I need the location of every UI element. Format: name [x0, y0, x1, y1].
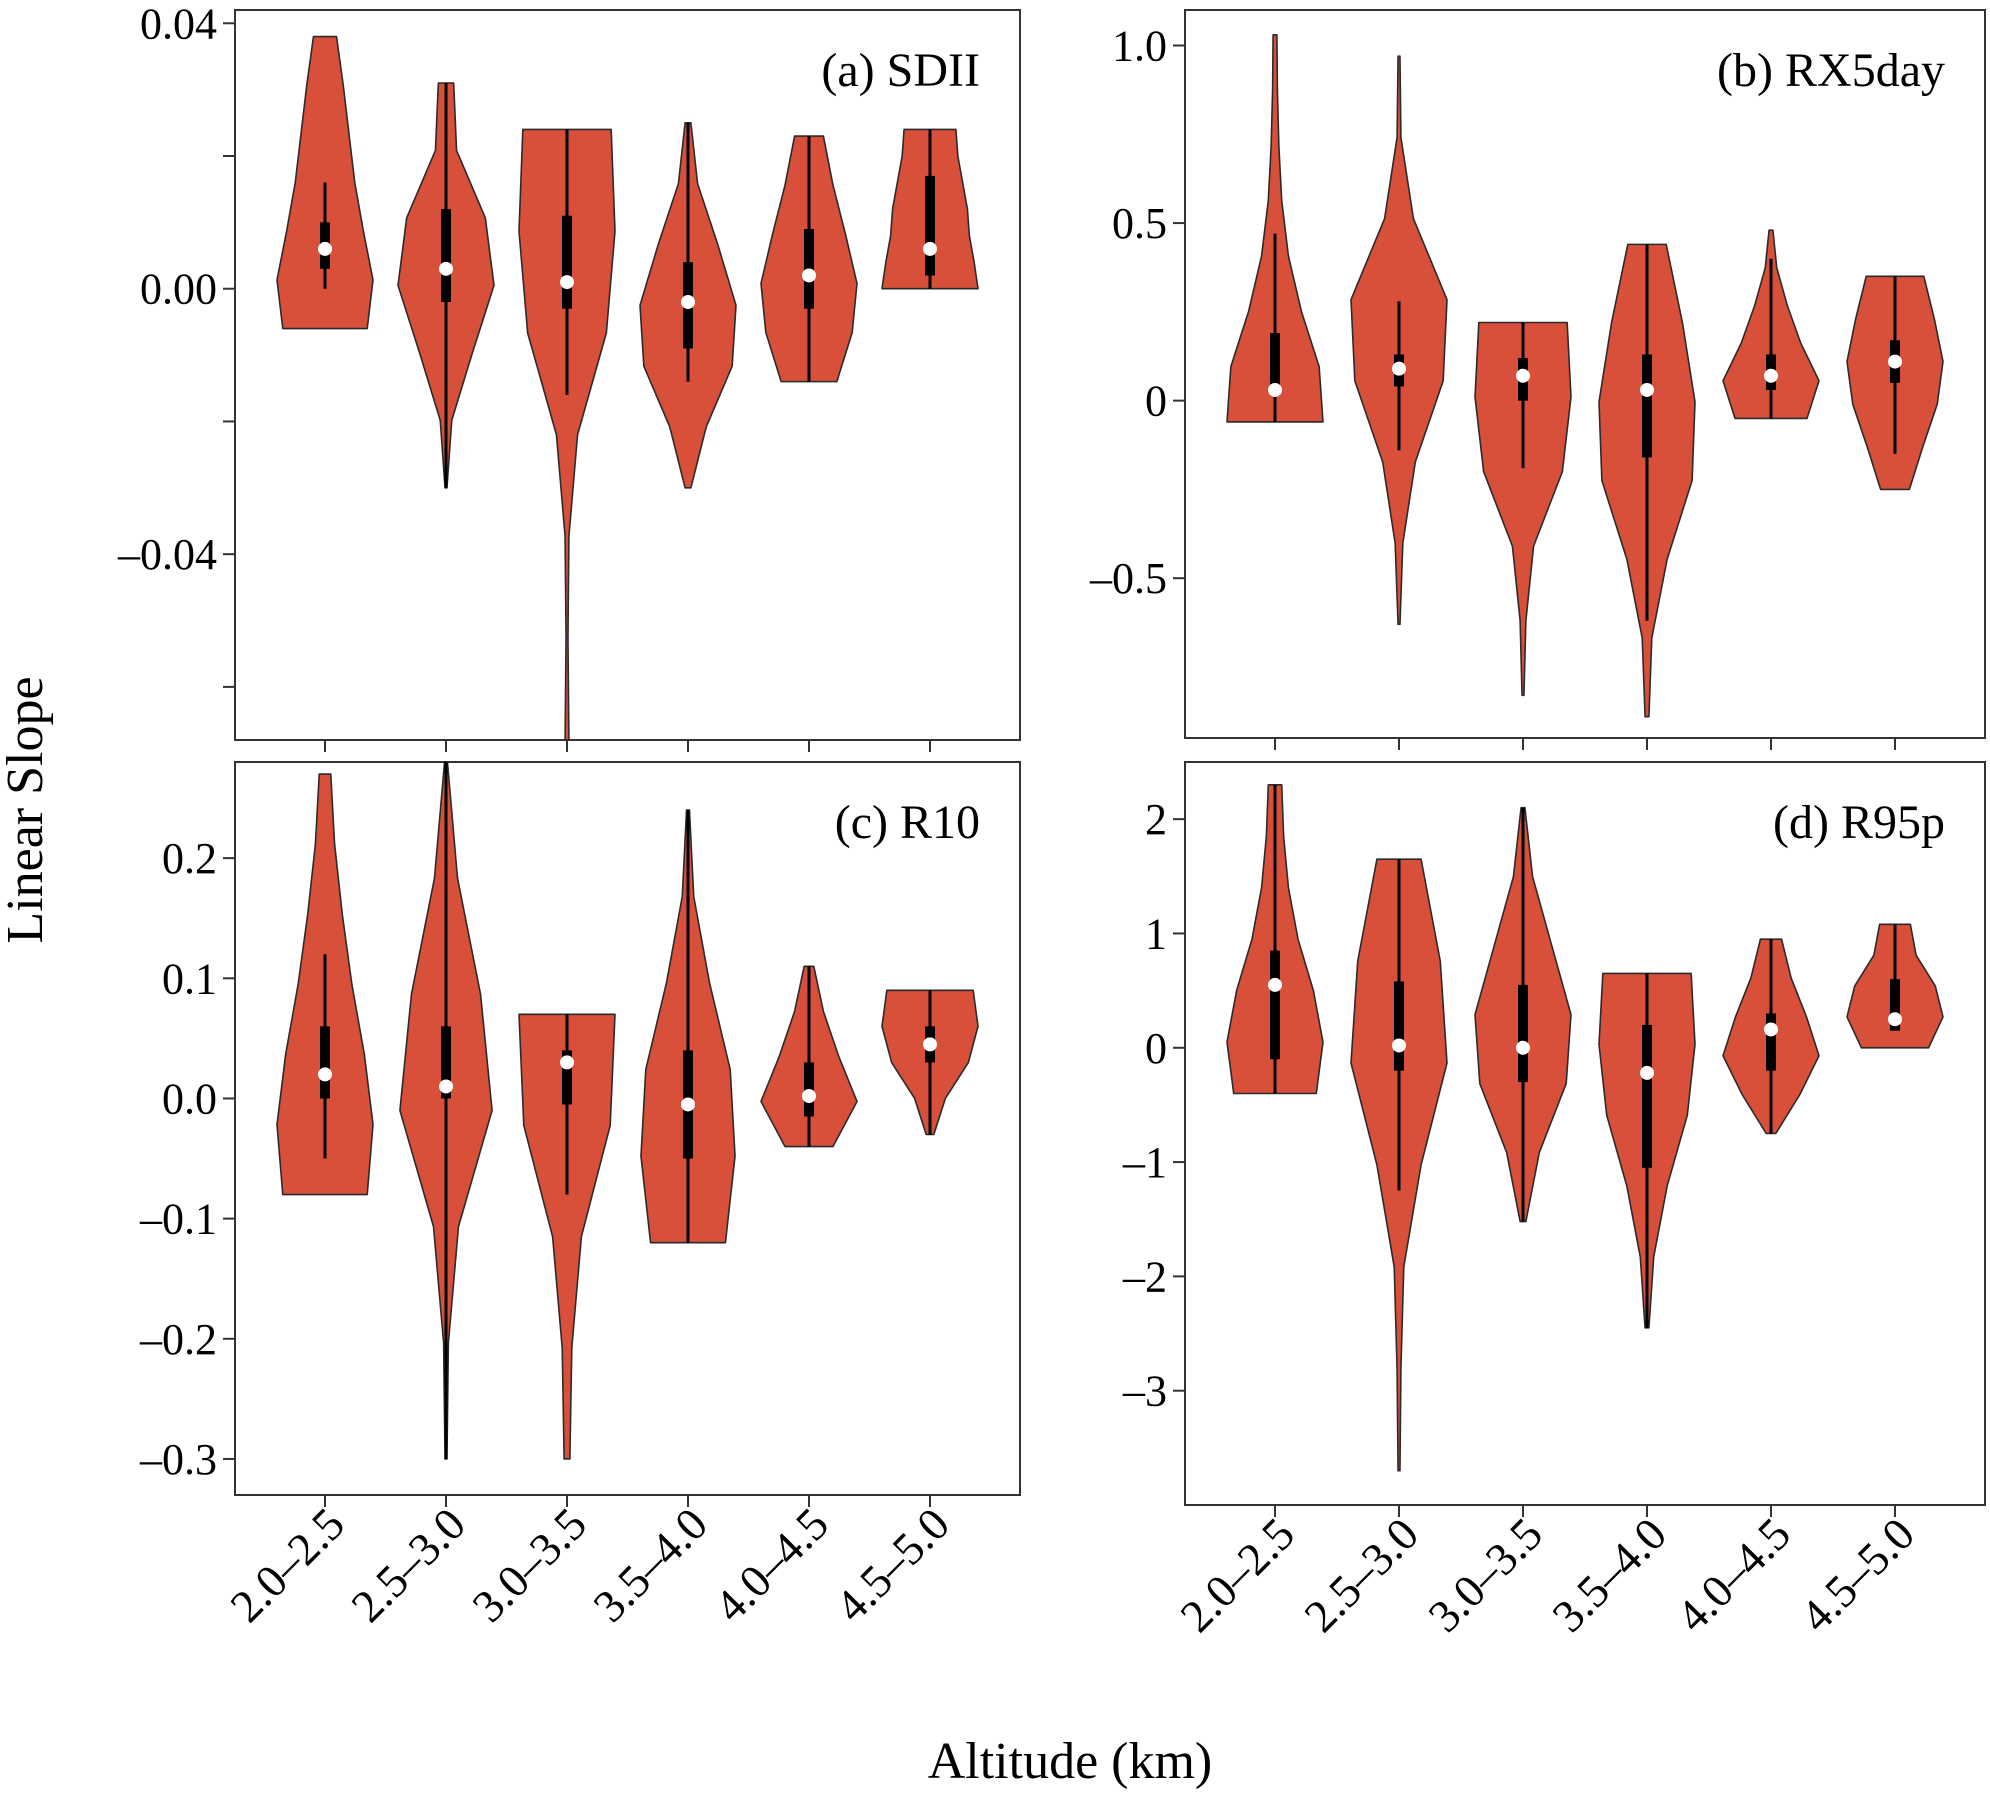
y-tick-label: –2: [1122, 1252, 1167, 1301]
violin-iqr-box: [1766, 1013, 1776, 1071]
x-tick-label: 2.5–3.0: [1294, 1508, 1428, 1642]
panel-title: (d) R95p: [1773, 796, 1945, 849]
y-tick-label: –1: [1122, 1138, 1167, 1187]
violin-median: [318, 241, 332, 256]
plot-frame: [234, 9, 1021, 741]
violin-median: [1640, 382, 1654, 397]
plot-frame: [1184, 761, 1986, 1506]
x-tick-label: 4.5–5.0: [825, 1498, 959, 1632]
y-tick-label: –0.04: [117, 530, 217, 579]
y-tick-label: –0.1: [139, 1195, 217, 1244]
violin-iqr-box: [1270, 333, 1280, 394]
violin-iqr-box: [1642, 1024, 1652, 1168]
violin-median: [439, 261, 453, 276]
violin-median: [1888, 354, 1902, 369]
violin-median: [1516, 368, 1530, 383]
x-tick-label: 3.0–3.5: [1418, 1508, 1552, 1642]
y-tick-label: 2: [1145, 795, 1167, 844]
violin-median: [439, 1079, 453, 1094]
violin-median: [1268, 382, 1282, 397]
y-tick-label: 0.00: [140, 265, 217, 314]
violin-median: [802, 268, 816, 283]
violin-median: [923, 241, 937, 256]
x-tick-label: 3.5–4.0: [1542, 1508, 1676, 1642]
panel-4: –3 –2 –1 0 1 2 2.0–2.52.5–3.03.0–3.53.5–4.04.0…: [1122, 761, 1986, 1642]
violin-body: [1226, 34, 1324, 423]
violin-iqr-box: [1394, 981, 1404, 1071]
y-tick-label: –0.2: [139, 1315, 217, 1364]
violin-body: [1474, 321, 1572, 697]
violin-iqr-box: [320, 1026, 330, 1099]
y-tick-label: 0.1: [162, 954, 217, 1003]
violin-iqr-box: [441, 1026, 451, 1099]
x-tick-label: 2.5–3.0: [341, 1498, 475, 1632]
y-tick-label: 0: [1145, 1024, 1167, 1073]
panel-title: (c) R10: [835, 796, 980, 849]
violin-median: [318, 1067, 332, 1082]
panel-1: –0.04 0.00 0.04 (a) SDII: [117, 0, 1021, 752]
violin-median: [923, 1037, 937, 1052]
violin-median: [560, 275, 574, 290]
y-tick-label: –3: [1122, 1367, 1167, 1416]
y-tick-label: 1: [1145, 909, 1167, 958]
y-tick-label: 0.2: [162, 834, 217, 883]
violin-median: [1516, 1040, 1530, 1055]
violin-iqr-box: [925, 175, 935, 276]
violin-median: [1392, 1038, 1406, 1053]
violin-median: [681, 1097, 695, 1112]
violin-median: [1888, 1012, 1902, 1027]
violin-median: [1764, 368, 1778, 383]
y-tick-label: –0.5: [1089, 554, 1167, 603]
x-tick-label: 4.0–4.5: [704, 1498, 838, 1632]
y-tick-label: 0: [1145, 377, 1167, 426]
x-tick-label: 4.0–4.5: [1666, 1508, 1800, 1642]
x-axis-title: Altitude (km): [928, 1733, 1213, 1790]
violin-iqr-box: [1642, 354, 1652, 458]
violin-iqr-box: [1890, 979, 1900, 1031]
panel-title: (b) RX5day: [1717, 44, 1945, 97]
panel-2: –0.5 0 0.5 1.0 (b) RX5day: [1089, 9, 1986, 750]
y-axis-title: Linear Slope: [0, 676, 54, 943]
violin-body: [276, 35, 374, 330]
violin-median: [681, 295, 695, 309]
violin-median: [1268, 977, 1282, 992]
violin-iqr-box: [562, 215, 572, 309]
y-tick-label: 1.0: [1112, 22, 1167, 71]
panel-title: (a) SDII: [821, 44, 980, 97]
violin-iqr-box: [1270, 950, 1280, 1060]
violin-body: [518, 1013, 616, 1460]
y-tick-label: 0.0: [162, 1074, 217, 1123]
y-tick-label: –0.3: [139, 1435, 217, 1484]
x-tick-label: 2.0–2.5: [220, 1498, 354, 1632]
x-tick-label: 3.5–4.0: [583, 1498, 717, 1632]
violin-median: [802, 1089, 816, 1104]
violin-iqr-box: [562, 1050, 572, 1105]
violin-median: [560, 1055, 574, 1070]
violin-iqr-box: [1518, 984, 1528, 1083]
x-tick-label: 2.0–2.5: [1170, 1508, 1304, 1642]
panel-3: –0.3 –0.2 –0.1 0.0 0.1 0.2 2.0–2.52.5–3.03.0–3…: [139, 761, 1021, 1632]
violin-median: [1392, 361, 1406, 376]
x-tick-label: 3.0–3.5: [462, 1498, 596, 1632]
violin-median: [1764, 1022, 1778, 1037]
violin-iqr-box: [441, 209, 451, 302]
violin-median: [1640, 1065, 1654, 1080]
x-tick-label: 4.5–5.0: [1790, 1508, 1924, 1642]
y-tick-label: 0.5: [1112, 199, 1167, 248]
y-tick-label: 0.04: [140, 0, 217, 48]
